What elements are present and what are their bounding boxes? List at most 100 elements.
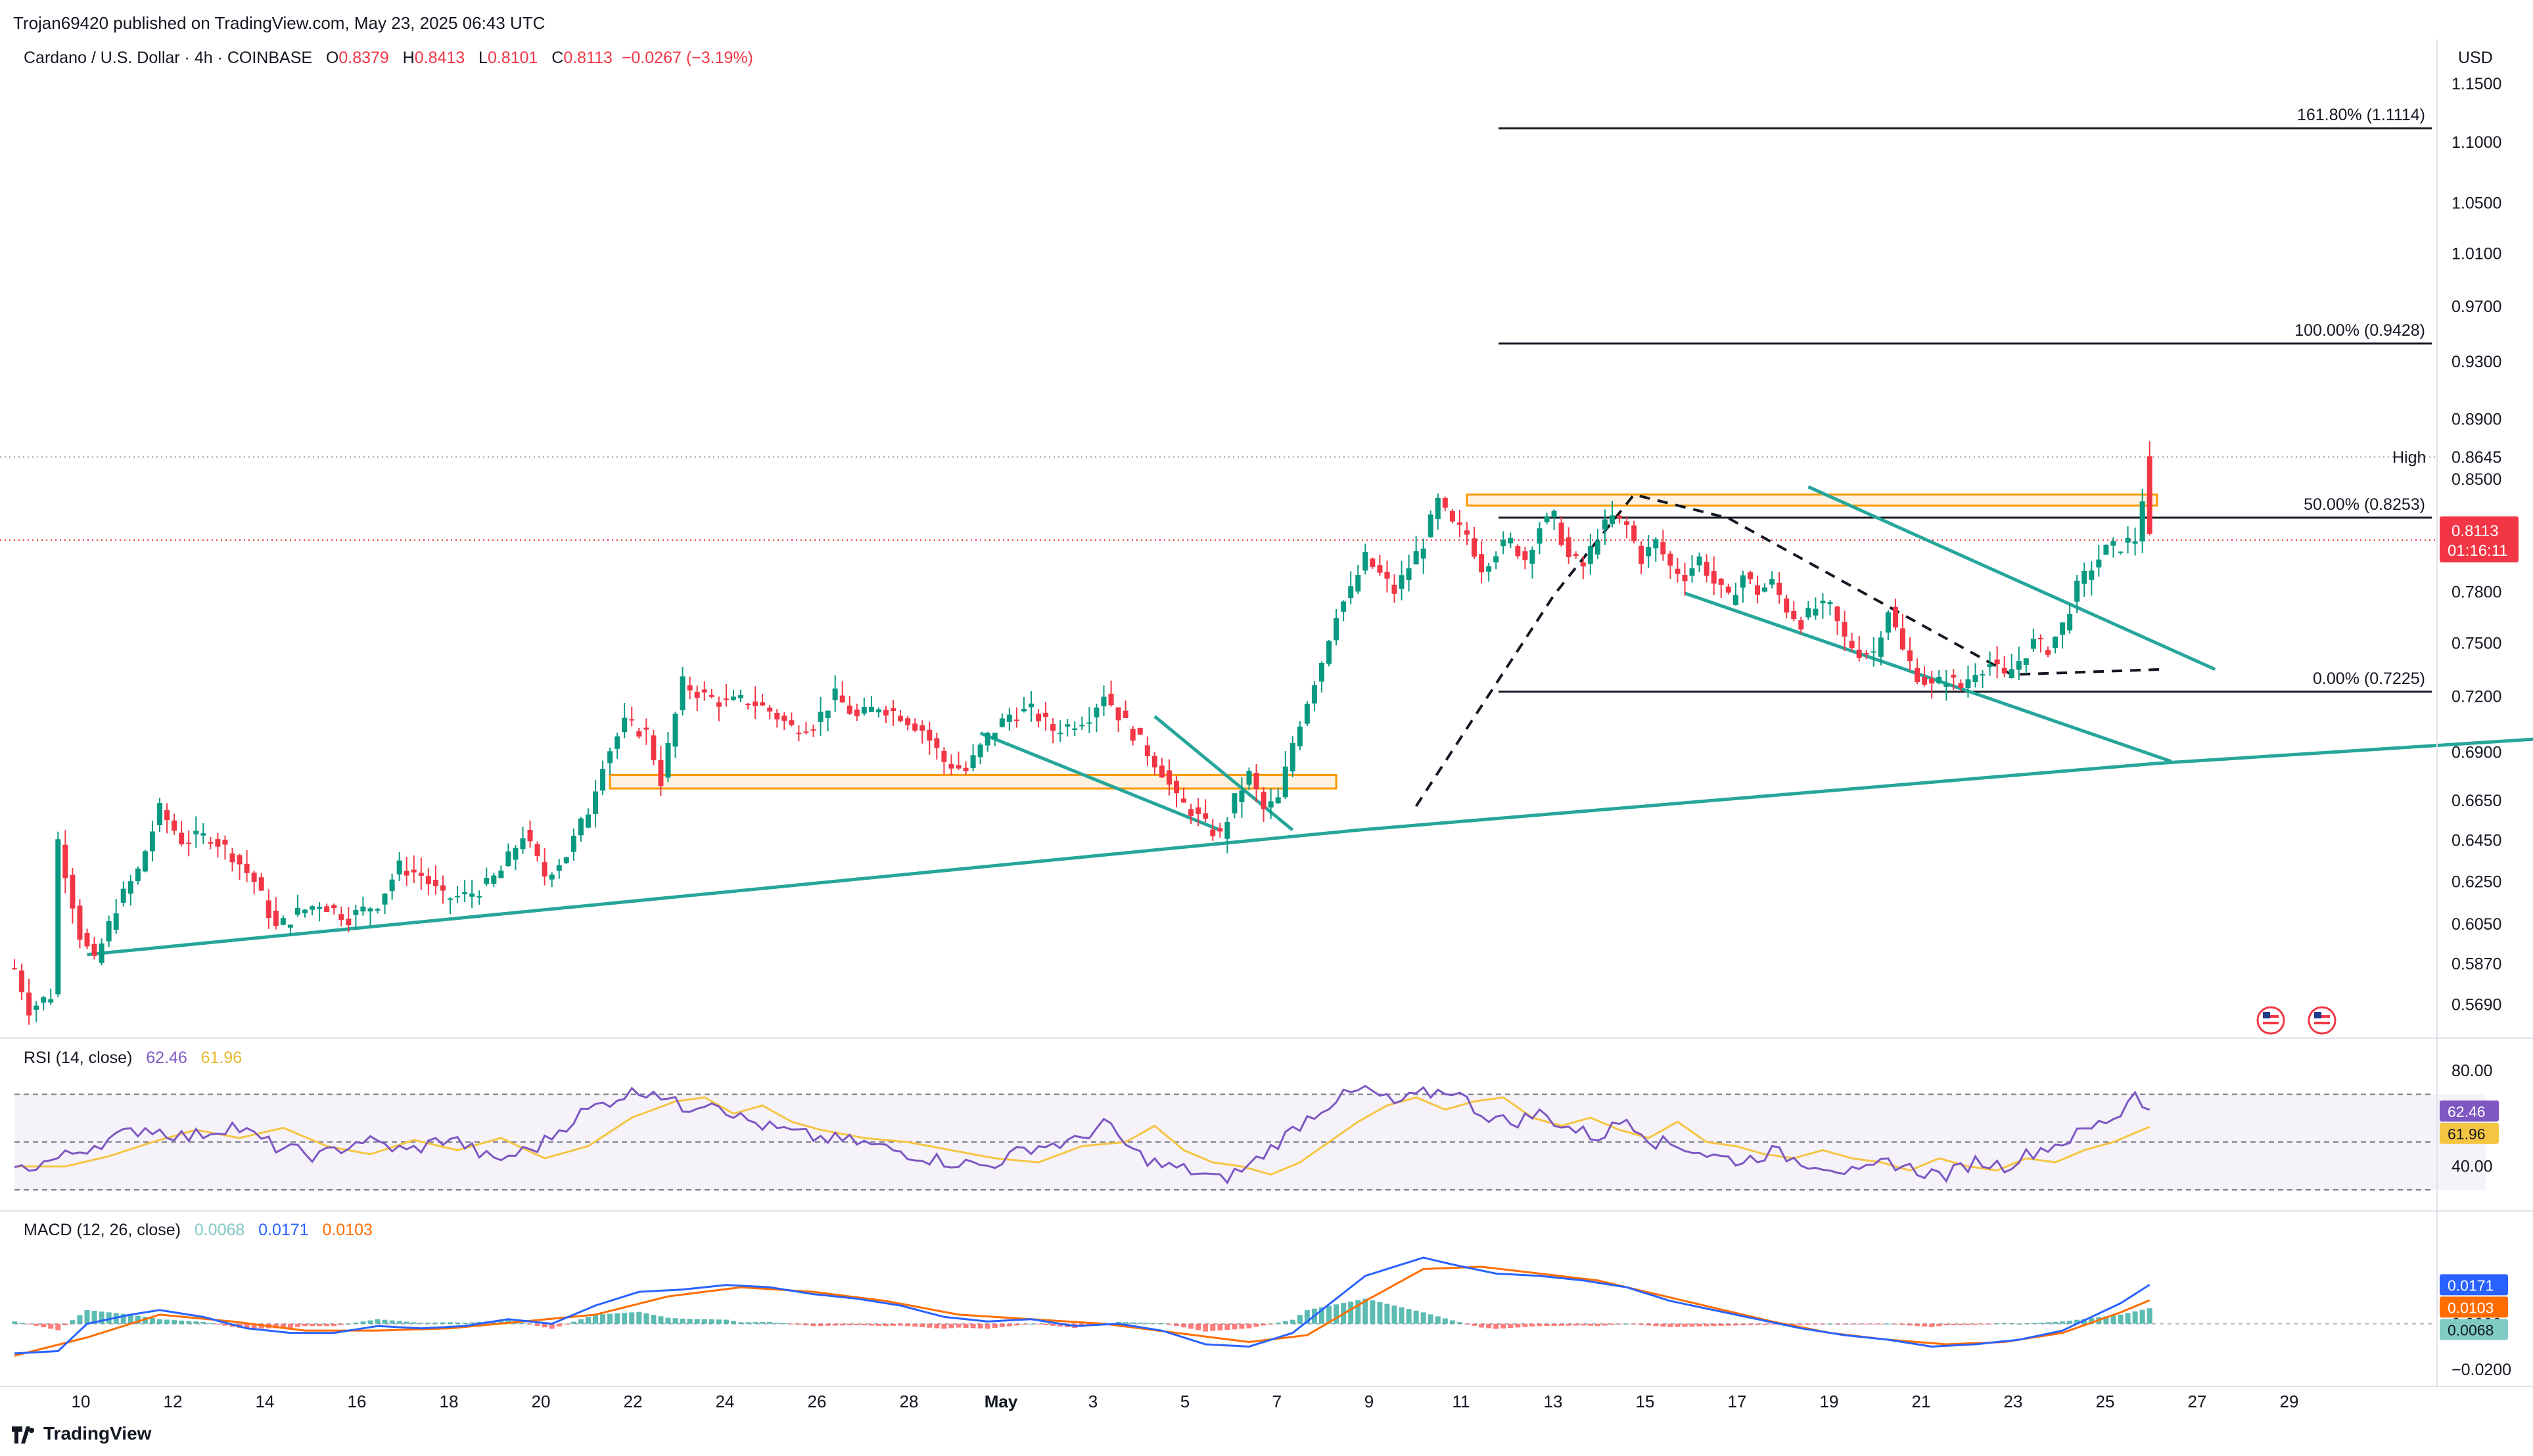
candle-body bbox=[455, 896, 461, 898]
macd-histogram-bar bbox=[1151, 1323, 1157, 1324]
macd-histogram-bar bbox=[1275, 1323, 1281, 1324]
candle-body bbox=[1631, 525, 1637, 541]
candle-body bbox=[1384, 572, 1390, 579]
candle-body bbox=[462, 892, 468, 894]
resistance-zone bbox=[1466, 493, 2158, 507]
candle-body bbox=[615, 736, 620, 749]
time-tick-label: 15 bbox=[1636, 1392, 1655, 1411]
macd-histogram-bar bbox=[2060, 1321, 2066, 1324]
candle-body bbox=[1370, 558, 1376, 567]
rsi-legend[interactable]: RSI (14, close) 62.46 61.96 bbox=[24, 1049, 242, 1068]
candle-body bbox=[1871, 651, 1876, 653]
tradingview-logo[interactable]: TradingView bbox=[12, 1423, 151, 1444]
candle-body bbox=[1522, 551, 1528, 560]
fibonacci-levels[interactable]: 161.80% (1.1114) 100.00% (0.9428) 50.00% (… bbox=[1499, 106, 2432, 693]
macd-histogram-bar bbox=[1029, 1323, 1034, 1325]
candle-body bbox=[120, 888, 126, 903]
candle-body bbox=[607, 751, 613, 763]
candle-body bbox=[905, 718, 911, 725]
macd-histogram-bar bbox=[1558, 1323, 1564, 1326]
candle-body bbox=[1253, 773, 1259, 790]
candle-body bbox=[1922, 677, 1928, 685]
macd-histogram-bar bbox=[1036, 1323, 1042, 1325]
macd-legend[interactable]: MACD (12, 26, close) 0.0068 0.0171 0.010… bbox=[24, 1221, 373, 1240]
price-zones[interactable] bbox=[609, 493, 2158, 790]
candle-body bbox=[570, 835, 576, 852]
trendlines[interactable] bbox=[87, 485, 2533, 957]
time-tick-label: 28 bbox=[900, 1392, 919, 1411]
macd-histogram-bar bbox=[847, 1323, 852, 1326]
candle-body bbox=[1617, 515, 1623, 518]
symbol-legend[interactable]: Cardano / U.S. Dollar · 4h · COINBASE O0… bbox=[24, 49, 753, 68]
candle-body bbox=[505, 851, 511, 867]
candle-body bbox=[1493, 556, 1499, 562]
macd-histogram-bar bbox=[854, 1323, 860, 1325]
candle-body bbox=[1399, 575, 1405, 589]
macd-histogram-bar bbox=[578, 1319, 584, 1324]
macd-histogram-bar bbox=[1631, 1323, 1637, 1325]
macd-histogram-bar bbox=[1304, 1309, 1310, 1324]
macd-histogram-bar bbox=[651, 1315, 657, 1324]
candle-body bbox=[883, 710, 889, 716]
candle-body bbox=[534, 844, 540, 857]
candle-body bbox=[738, 694, 743, 698]
candle-body bbox=[542, 862, 547, 876]
candle-body bbox=[1856, 649, 1862, 658]
macd-histogram-bar bbox=[1123, 1322, 1128, 1324]
candle-body bbox=[338, 914, 344, 921]
candle-body bbox=[2001, 668, 2007, 673]
candle-body bbox=[2009, 669, 2014, 679]
macd-histogram-bar bbox=[2074, 1319, 2080, 1324]
candle-body bbox=[237, 855, 243, 865]
macd-pane bbox=[12, 1256, 2432, 1357]
event-flags[interactable] bbox=[2256, 1006, 2336, 1035]
candle-body bbox=[1428, 514, 1433, 537]
macd-histogram-bar bbox=[1500, 1323, 1506, 1329]
candle-body bbox=[1021, 709, 1027, 712]
macd-histogram-bar bbox=[1994, 1323, 2000, 1325]
macd-histogram-bar bbox=[1537, 1323, 1543, 1327]
candle-body bbox=[1413, 551, 1419, 565]
candle-body bbox=[491, 875, 497, 884]
macd-histogram-bar bbox=[1580, 1323, 1586, 1326]
candle-body bbox=[1362, 552, 1368, 571]
candle-body bbox=[1544, 516, 1550, 522]
candle-body bbox=[1951, 675, 1957, 678]
candle-body bbox=[2067, 614, 2073, 631]
candle-body bbox=[251, 873, 257, 882]
rsi-value: 62.46 bbox=[146, 1049, 187, 1067]
macd-histogram-bar bbox=[1253, 1323, 1259, 1327]
candle-body bbox=[476, 896, 482, 898]
macd-histogram-bar bbox=[658, 1316, 664, 1324]
candle-body bbox=[1464, 530, 1470, 535]
time-tick-label: May bbox=[985, 1392, 1018, 1411]
macd-histogram-bar bbox=[1798, 1323, 1804, 1325]
macd-histogram-bar bbox=[1842, 1323, 1847, 1325]
candle-body bbox=[266, 900, 271, 919]
candle-body bbox=[99, 944, 105, 963]
macd-histogram-bar bbox=[723, 1319, 729, 1324]
macd-histogram-bar bbox=[774, 1323, 780, 1324]
macd-histogram-bar bbox=[1762, 1323, 1768, 1325]
candle-body bbox=[1144, 745, 1150, 756]
candle-body bbox=[520, 838, 526, 850]
macd-histogram-bar bbox=[2132, 1311, 2138, 1324]
macd-histogram-bar bbox=[1043, 1323, 1049, 1325]
time-tick-label: 29 bbox=[2280, 1392, 2299, 1411]
macd-histogram-bar bbox=[389, 1320, 395, 1324]
candle-body bbox=[1551, 511, 1557, 518]
candle-body bbox=[324, 906, 330, 912]
candle-body bbox=[934, 738, 940, 748]
macd-histogram-bar bbox=[730, 1321, 736, 1324]
time-tick-label: 3 bbox=[1088, 1392, 1098, 1411]
macd-histogram-bar bbox=[738, 1322, 743, 1324]
macd-histogram-bar bbox=[1246, 1323, 1252, 1329]
candle-body bbox=[1108, 693, 1114, 706]
macd-histogram-bar bbox=[91, 1311, 97, 1324]
flag-stripe bbox=[2314, 1015, 2330, 1018]
candle-body bbox=[2023, 658, 2029, 665]
candle-body bbox=[622, 717, 628, 733]
candle-body bbox=[643, 727, 649, 730]
candle-body bbox=[1900, 628, 1905, 650]
candle-body bbox=[600, 769, 606, 791]
